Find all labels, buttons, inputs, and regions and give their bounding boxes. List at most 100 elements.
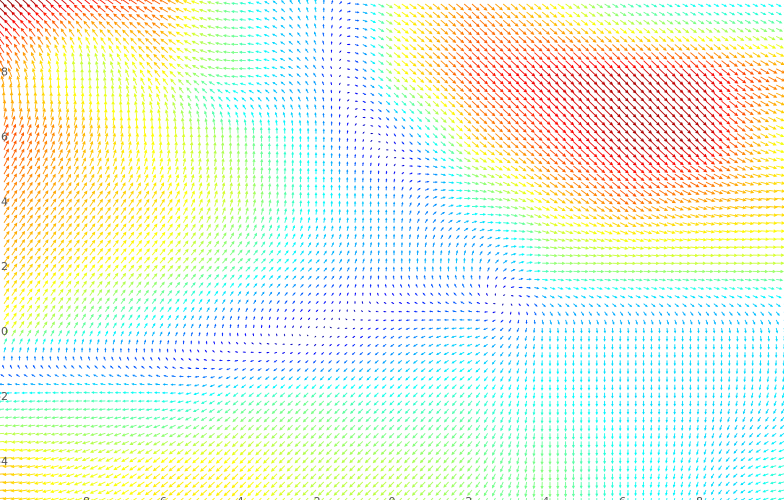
quiver-arrow [737,221,747,226]
quiver-arrow [214,274,220,280]
quiver-arrow [752,68,762,75]
quiver-arrow [346,258,350,264]
quiver-arrow [541,181,551,188]
quiver-arrow [284,300,288,304]
quiver-arrow [475,351,481,356]
quiver-arrow [175,15,184,21]
quiver-arrow [108,374,114,378]
quiver-arrow [704,336,708,342]
quiver-arrow [502,3,511,11]
quiver-arrow [588,52,598,60]
quiver-arrow [260,158,264,167]
quiver-arrow [549,92,559,102]
quiver-arrow [674,44,683,51]
quiver-arrow [207,41,215,45]
quiver-arrow [705,27,713,33]
quiver-arrow [50,347,53,353]
quiver-arrow [759,344,763,350]
quiver-arrow [651,278,659,282]
quiver-arrow [11,206,18,215]
quiver-arrow [618,392,622,399]
quiver-arrow [548,360,552,367]
quiver-arrow [11,230,18,240]
quiver-arrow [19,271,25,280]
quiver-arrow [362,108,366,111]
quiver-arrow [619,84,629,94]
quiver-arrow [690,238,700,242]
quiver-arrow [423,283,426,288]
quiver-arrow [66,190,72,199]
quiver-arrow [112,190,119,199]
quiver-arrow [339,58,342,62]
quiver-arrow [120,223,127,232]
quiver-arrow [526,261,533,264]
quiver-arrow [417,165,422,168]
quiver-arrow [604,117,614,126]
quiver-arrow [276,324,279,329]
quiver-arrow [313,39,317,45]
quiver-arrow [32,67,36,78]
quiver-arrow [119,347,122,353]
quiver-arrow [682,149,692,158]
quiver-arrow [729,52,738,59]
quiver-arrow [650,336,653,342]
quiver-arrow [118,76,122,86]
quiver-arrow [151,0,161,5]
quiver-arrow [682,295,688,299]
quiver-arrow [698,222,708,226]
quiver-arrow [31,374,36,377]
quiver-arrow [307,200,310,207]
quiver-arrow [619,108,629,118]
quiver-arrow [721,245,731,250]
quiver-arrow [595,376,599,383]
quiver-arrow [271,33,278,37]
quiver-arrow [760,84,770,91]
quiver-arrow [231,82,239,86]
quiver-arrow [369,292,372,296]
quiver-arrow [3,320,9,329]
quiver-arrow [385,225,388,231]
quiver-arrow [103,92,108,102]
quiver-arrow [182,149,186,158]
quiver-arrow [290,104,294,110]
quiver-arrow [198,182,203,191]
quiver-arrow [321,343,325,347]
quiver-arrow [183,231,189,240]
quiver-arrow [128,264,135,272]
quiver-arrow [330,73,333,78]
quiver-arrow [580,84,590,94]
quiver-arrow [166,132,170,142]
quiver-arrow [352,327,356,330]
quiver-arrow [698,230,708,234]
quiver-arrow [362,146,364,150]
quiver-arrow [510,237,518,241]
quiver-arrow [674,141,684,151]
quiver-arrow [176,55,184,62]
quiver-arrow [471,117,480,125]
quiver-arrow [234,104,239,110]
quiver-arrow [564,344,567,351]
quiver-arrow [136,264,143,272]
quiver-arrow [682,165,692,173]
quiver-arrow [338,82,341,86]
quiver-arrow [263,17,270,21]
quiver-arrow [143,182,149,191]
quiver-arrow [362,116,366,119]
quiver-arrow [658,165,669,174]
quiver-arrow [19,288,25,296]
quiver-arrow [471,181,480,185]
quiver-arrow [322,96,325,102]
quiver-arrow [635,149,645,159]
quiver-arrow [120,206,127,215]
quiver-arrow [743,376,746,383]
quiver-arrow [178,86,184,94]
quiver-arrow [471,197,480,201]
quiver-arrow [95,84,100,94]
quiver-arrow [421,319,426,322]
quiver-arrow [479,117,488,125]
quiver-arrow [3,230,10,240]
quiver-arrow [495,236,501,240]
quiver-arrow [776,213,784,217]
quiver-arrow [776,116,784,122]
quiver-arrow [674,27,682,34]
